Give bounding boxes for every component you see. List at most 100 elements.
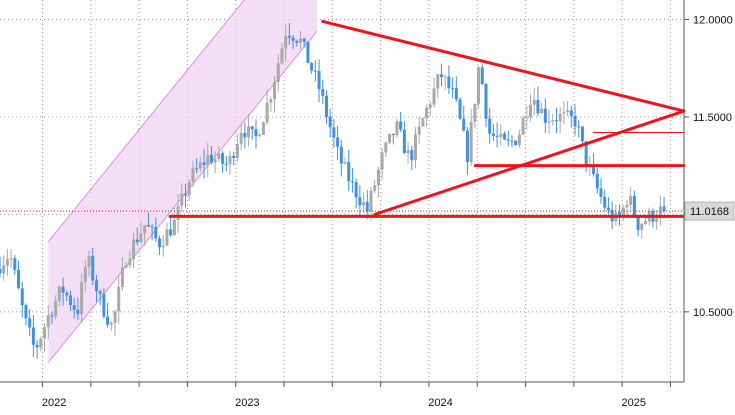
candle-down [321,89,325,96]
candle-up [180,193,184,206]
candle-up [421,118,425,127]
x-tick-label: 2025 [622,397,646,409]
candle-up [176,205,180,220]
candle-up [540,108,544,114]
candle-up [298,38,302,43]
candle-down [580,126,584,142]
candle-down [28,318,32,328]
candle-down [20,288,24,306]
candle-down [91,255,95,281]
candle-down [65,292,69,296]
candle-down [287,35,291,38]
candle-up [198,162,202,169]
trendlines [168,19,686,218]
candle-down [310,63,314,71]
candle-down [336,137,340,147]
candle-up [9,258,13,260]
candle-up [165,229,169,246]
candle-up [417,126,421,135]
candle-down [632,196,636,217]
candle-down [603,196,607,208]
candle-up [239,132,243,145]
candle-down [332,127,336,138]
candle-down [347,162,351,182]
candle-down [543,108,547,123]
candle-up [525,117,529,119]
candle-up [640,223,644,231]
candle-down [402,129,406,154]
candle-up [443,76,447,78]
candle-down [31,327,35,345]
candle-down [183,193,187,196]
candle-up [658,206,662,219]
candle-down [503,133,507,140]
candle-up [273,81,277,100]
candle-up [109,323,113,325]
candle-down [224,163,228,165]
candle-up [87,255,91,268]
candle-up [39,338,43,348]
candle-up [258,134,262,137]
candle-up [499,133,503,137]
candle-up [265,102,269,123]
candle-up [380,152,384,170]
candle-up [280,48,284,64]
candle-down [462,118,466,131]
candle-up [57,286,61,302]
candle-up [269,99,273,103]
candle-down [202,162,206,166]
candle-down [592,164,596,174]
candle-down [98,291,102,294]
candle-down [209,154,213,163]
candle-down [195,168,199,170]
candle-down [514,140,518,146]
candle-down [506,139,510,141]
candle-down [391,133,395,136]
candle-up [558,113,562,122]
candle-down [399,121,403,130]
candle-up [276,63,280,82]
candle-up [517,134,521,146]
candle-up [376,169,380,186]
y-tick-label: 12.0000 [693,14,733,26]
candle-up [373,185,377,191]
candle-down [135,239,139,243]
candle-up [529,104,533,118]
candle-up [228,155,232,165]
candle-up [120,267,124,288]
candle-up [562,112,566,114]
candle-down [328,116,332,128]
candle-up [384,142,388,153]
candle-down [295,40,299,43]
candle-up [143,224,147,234]
candle-down [154,227,158,239]
candle-up [172,219,176,236]
candle-down [350,181,354,183]
candle-up [217,153,221,160]
candle-up [432,88,436,105]
candle-up [428,104,432,108]
last-price-marker[interactable]: 11.0168 [0,201,735,221]
candle-up [473,103,477,122]
candle-up [436,74,440,89]
ascending-channel [47,0,318,363]
x-tick-label: 2022 [42,397,66,409]
candle-up [406,150,410,154]
candle-up [551,120,555,122]
candle-down [584,141,588,165]
candle-down [536,99,540,114]
candle-down [24,305,28,319]
candle-down [595,173,599,189]
candle-up [532,99,536,105]
candle-down [554,120,558,122]
candle-down [458,99,462,119]
candle-up [83,267,87,282]
candle-down [636,216,640,231]
candle-down [569,110,573,116]
candle-down [13,258,17,270]
trendline-2 [373,109,686,216]
candle-down [35,344,39,348]
candle-down [243,132,247,138]
